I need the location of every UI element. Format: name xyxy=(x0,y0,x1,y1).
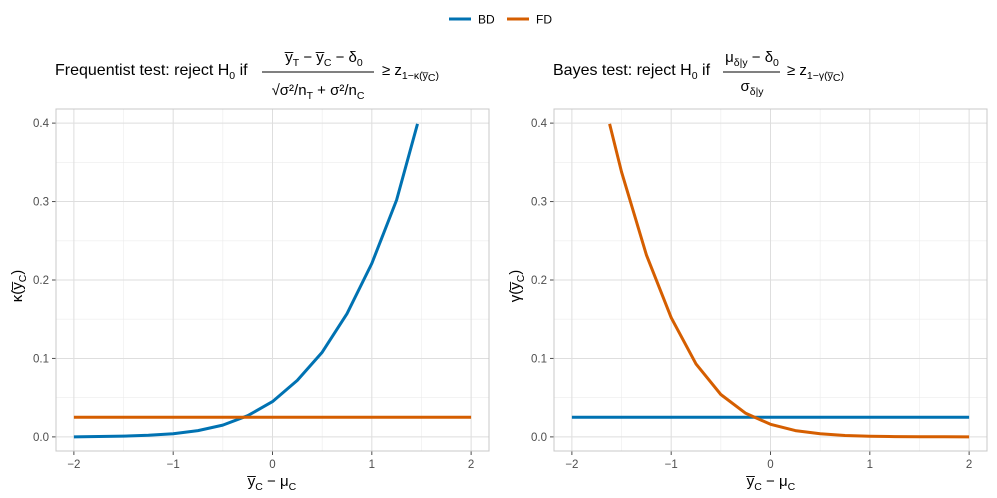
panel-2-x-axis-label: y̅C − μC xyxy=(745,473,795,493)
x-tick-label: −2 xyxy=(67,459,80,471)
x-tick-label: 2 xyxy=(966,459,972,471)
series-line-bd xyxy=(73,123,419,439)
y-tick-label: 0.0 xyxy=(33,432,49,444)
panel-2-title: Bayes test: reject H0 if μδ|y − δ0 σδ|y … xyxy=(553,49,844,98)
panel-1-fraction-denominator: √σ²/nT + σ²/nC xyxy=(272,82,365,102)
panel-1-threshold: ≥ z1−κ(y̅C) xyxy=(382,62,439,84)
panel-2-plot: −2 −1 0 1 2 0.0 0.1 0.2 0.3 0.4 xyxy=(531,108,988,471)
panel-2-threshold: ≥ z1−γ(y̅C) xyxy=(787,62,844,84)
x-tick-label: 0 xyxy=(269,459,275,471)
panel-1-title-text: Frequentist test: reject H0 if xyxy=(55,62,248,82)
y-tick-label: 0.1 xyxy=(33,353,49,365)
x-tick-label: −2 xyxy=(565,459,578,471)
y-tick-label: 0.1 xyxy=(531,353,547,365)
y-tick-label: 0.4 xyxy=(531,118,548,130)
x-tick-label: −1 xyxy=(665,459,678,471)
y-tick-label: 0.2 xyxy=(33,275,49,287)
y-tick-label: 0.3 xyxy=(33,197,49,209)
panel-2-title-text: Bayes test: reject H0 if xyxy=(553,62,711,82)
panel-1-y-axis-label: κ(y̅C) xyxy=(9,270,29,303)
panel-1-fraction-numerator: y̅T − y̅C − δ0 xyxy=(284,49,363,69)
panel-1-title: Frequentist test: reject H0 if y̅T − y̅C… xyxy=(55,49,439,102)
x-tick-label: 1 xyxy=(369,459,375,471)
panel-border xyxy=(553,108,988,452)
y-tick-label: 0.4 xyxy=(33,118,50,130)
y-tick-label: 0.2 xyxy=(531,275,547,287)
legend: BD FD xyxy=(449,13,552,27)
legend-label-fd: FD xyxy=(536,13,552,27)
y-tick-label: 0.0 xyxy=(531,432,547,444)
x-tick-label: −1 xyxy=(167,459,180,471)
panel-2-y-axis-label: γ(y̅C) xyxy=(507,270,527,303)
panel-border xyxy=(55,108,490,452)
x-tick-label: 0 xyxy=(767,459,773,471)
panel-2-fraction-denominator: σδ|y xyxy=(740,78,764,98)
y-tick-label: 0.3 xyxy=(531,197,547,209)
panel-2-fraction-numerator: μδ|y − δ0 xyxy=(725,49,779,69)
panel-1-x-axis-label: y̅C − μC xyxy=(246,473,296,493)
panel-1-plot: −2 −1 0 1 2 0.0 0.1 0.2 0.3 0.4 xyxy=(33,108,490,471)
x-tick-label: 2 xyxy=(468,459,474,471)
x-tick-label: 1 xyxy=(867,459,873,471)
legend-label-bd: BD xyxy=(478,13,495,27)
series-line-fd xyxy=(608,123,970,439)
